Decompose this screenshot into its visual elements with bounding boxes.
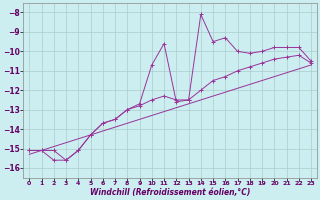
X-axis label: Windchill (Refroidissement éolien,°C): Windchill (Refroidissement éolien,°C) [90, 188, 250, 197]
